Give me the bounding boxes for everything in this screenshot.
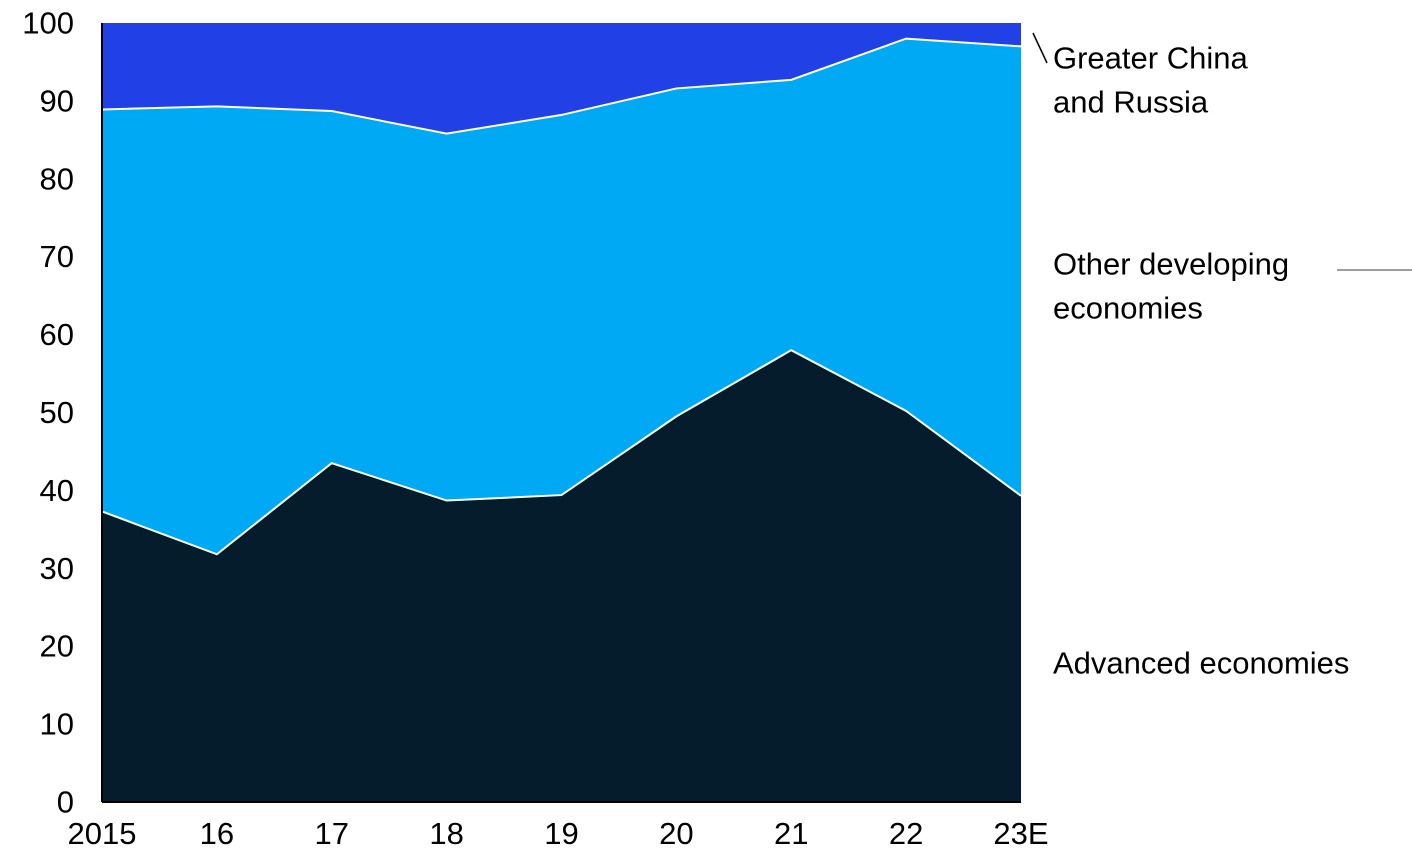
- y-tick-label: 0: [57, 785, 74, 820]
- area-other-developing-economies: [102, 38, 1021, 555]
- y-tick-label: 70: [40, 239, 74, 274]
- series-labels: Advanced economies Other developing econom…: [1032, 32, 1412, 681]
- series-label-other-developing-economies: Other developing economies: [1053, 247, 1412, 326]
- y-tick-label: 10: [40, 707, 74, 742]
- y-tick-label: 90: [40, 83, 74, 118]
- x-tick-label: 19: [544, 816, 578, 851]
- boundary-other-developing-economies: [101, 37, 1022, 135]
- leader-line: [1032, 32, 1048, 64]
- series-label-line1: Greater China: [1053, 41, 1248, 76]
- y-tick-label: 100: [22, 6, 74, 41]
- series-label-line2: economies: [1053, 291, 1203, 326]
- boundary-advanced-economies: [101, 349, 1022, 556]
- series-label-greater-china-russia: Greater China and Russia: [1032, 32, 1248, 120]
- series-label-line1: Advanced economies: [1053, 646, 1349, 681]
- axes: [101, 23, 1021, 803]
- area-greater-china-russia: [102, 23, 1021, 134]
- y-tick-labels: 0 10 20 30 40 50 60 70 80 90 100: [22, 6, 74, 820]
- y-tick-label: 30: [40, 551, 74, 586]
- x-tick-label: 17: [315, 816, 349, 851]
- area-boundaries: [101, 37, 1022, 556]
- y-tick-label: 50: [40, 395, 74, 430]
- area-layers: [102, 23, 1021, 802]
- y-tick-label: 80: [40, 161, 74, 196]
- x-tick-label: 20: [659, 816, 693, 851]
- series-label-line2: and Russia: [1053, 85, 1209, 120]
- x-tick-label: 16: [200, 816, 234, 851]
- y-tick-label: 40: [40, 473, 74, 508]
- x-tick-label: 23E: [993, 816, 1048, 851]
- x-tick-labels: 2015 16 17 18 19 20 21 22 23E: [68, 816, 1049, 851]
- x-tick-label: 2015: [68, 816, 137, 851]
- series-label-advanced-economies: Advanced economies: [1053, 646, 1349, 681]
- y-tick-label: 20: [40, 629, 74, 664]
- x-tick-label: 18: [429, 816, 463, 851]
- y-tick-label: 60: [40, 317, 74, 352]
- x-tick-label: 21: [774, 816, 808, 851]
- x-tick-label: 22: [889, 816, 923, 851]
- series-label-line1: Other developing: [1053, 247, 1289, 282]
